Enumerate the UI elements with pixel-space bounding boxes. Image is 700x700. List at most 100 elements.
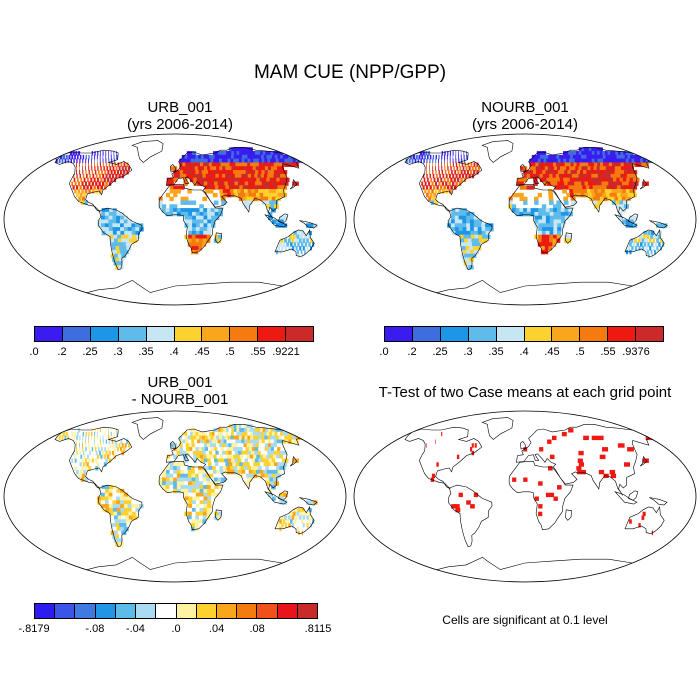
grid-cell bbox=[73, 450, 75, 456]
grid-cell bbox=[438, 166, 440, 171]
grid-cell bbox=[114, 242, 120, 247]
grid-cell bbox=[91, 181, 94, 186]
grid-cell bbox=[541, 204, 547, 209]
grid-cell bbox=[542, 223, 547, 228]
grid-cell bbox=[223, 151, 229, 156]
grid-cell bbox=[119, 496, 125, 501]
grid-cell bbox=[205, 469, 211, 475]
grid-cell bbox=[227, 192, 233, 198]
grid-cell bbox=[180, 469, 185, 475]
grid-cell bbox=[530, 185, 535, 190]
grid-cell bbox=[105, 227, 110, 232]
grid-cell bbox=[233, 454, 239, 460]
grid-cell bbox=[439, 173, 441, 179]
grid-cell bbox=[118, 450, 121, 456]
grid-cell bbox=[464, 242, 470, 247]
significant-cell bbox=[591, 435, 598, 441]
grid-cell bbox=[200, 439, 205, 444]
grid-cell bbox=[553, 204, 558, 209]
grid-cell bbox=[131, 223, 136, 228]
grid-cell bbox=[176, 211, 182, 217]
grid-cell bbox=[199, 504, 204, 509]
grid-cell bbox=[301, 230, 305, 236]
grid-cell bbox=[237, 443, 244, 448]
grid-cell bbox=[158, 477, 163, 482]
grid-cell bbox=[60, 431, 63, 437]
grid-cell bbox=[584, 173, 591, 179]
significant-cell bbox=[539, 447, 544, 452]
grid-cell bbox=[161, 485, 167, 490]
grid-cell bbox=[116, 230, 122, 236]
grid-cell bbox=[445, 181, 448, 186]
grid-cell bbox=[101, 488, 106, 494]
grid-cell bbox=[101, 500, 106, 505]
grid-cell bbox=[195, 447, 200, 452]
grid-cell bbox=[256, 192, 262, 198]
grid-cell bbox=[186, 428, 191, 433]
grid-cell bbox=[489, 227, 494, 232]
colorbar-swatch bbox=[286, 327, 314, 341]
grid-cell bbox=[71, 154, 74, 160]
grid-cell bbox=[594, 189, 600, 194]
grid-cell bbox=[230, 170, 236, 175]
grid-cell bbox=[83, 462, 86, 467]
grid-cell bbox=[261, 181, 268, 186]
grid-cell bbox=[601, 181, 608, 186]
grid-cell bbox=[471, 253, 477, 259]
grid-cell bbox=[94, 154, 96, 160]
grid-cell bbox=[569, 189, 575, 194]
grid-cell bbox=[180, 200, 185, 205]
grid-cell bbox=[213, 166, 218, 171]
colorbar-swatch bbox=[156, 604, 177, 618]
grid-cell bbox=[158, 196, 163, 202]
grid-cell bbox=[636, 242, 639, 247]
grid-cell bbox=[117, 238, 123, 243]
grid-cell bbox=[599, 185, 606, 190]
grid-cell bbox=[232, 439, 238, 444]
grid-cell bbox=[184, 477, 189, 482]
grid-cell bbox=[261, 447, 268, 452]
grid-cell bbox=[200, 154, 206, 160]
grid-cell bbox=[567, 181, 573, 186]
grid-cell bbox=[279, 500, 284, 505]
grid-cell bbox=[556, 154, 562, 160]
grid-cell bbox=[179, 447, 184, 452]
grid-cell bbox=[58, 158, 61, 164]
grid-cell bbox=[237, 458, 244, 463]
grid-cell bbox=[562, 173, 568, 179]
grid-cell bbox=[77, 154, 79, 160]
grid-cell bbox=[184, 158, 189, 164]
grid-cell bbox=[638, 246, 641, 251]
grid-cell bbox=[467, 234, 472, 240]
grid-cell bbox=[229, 466, 235, 471]
grid-cell bbox=[236, 170, 242, 175]
grid-cell bbox=[114, 162, 117, 167]
grid-cell bbox=[162, 469, 167, 475]
grid-cell bbox=[278, 458, 285, 463]
grid-cell bbox=[210, 158, 216, 164]
grid-cell bbox=[564, 162, 570, 167]
grid-cell bbox=[79, 443, 80, 448]
grid-cell bbox=[220, 196, 226, 202]
grid-cell bbox=[209, 431, 214, 437]
grid-cell bbox=[209, 177, 215, 183]
grid-cell bbox=[554, 158, 560, 164]
grid-cell bbox=[429, 192, 433, 198]
grid-cell bbox=[541, 238, 546, 243]
grid-cell bbox=[444, 158, 445, 164]
grid-cell bbox=[254, 466, 261, 471]
grid-cell bbox=[101, 208, 106, 213]
grid-cell bbox=[470, 234, 476, 240]
grid-cell bbox=[640, 242, 643, 247]
grid-cell bbox=[445, 173, 448, 179]
grid-cell bbox=[616, 177, 623, 183]
grid-cell bbox=[478, 230, 483, 236]
map-cells bbox=[404, 140, 668, 305]
grid-cell bbox=[252, 469, 258, 475]
grid-cell bbox=[173, 170, 178, 175]
grid-cell bbox=[214, 458, 219, 463]
grid-cell bbox=[629, 177, 637, 183]
significant-cell bbox=[576, 466, 582, 471]
grid-cell bbox=[261, 466, 268, 471]
grid-cell bbox=[214, 488, 220, 494]
